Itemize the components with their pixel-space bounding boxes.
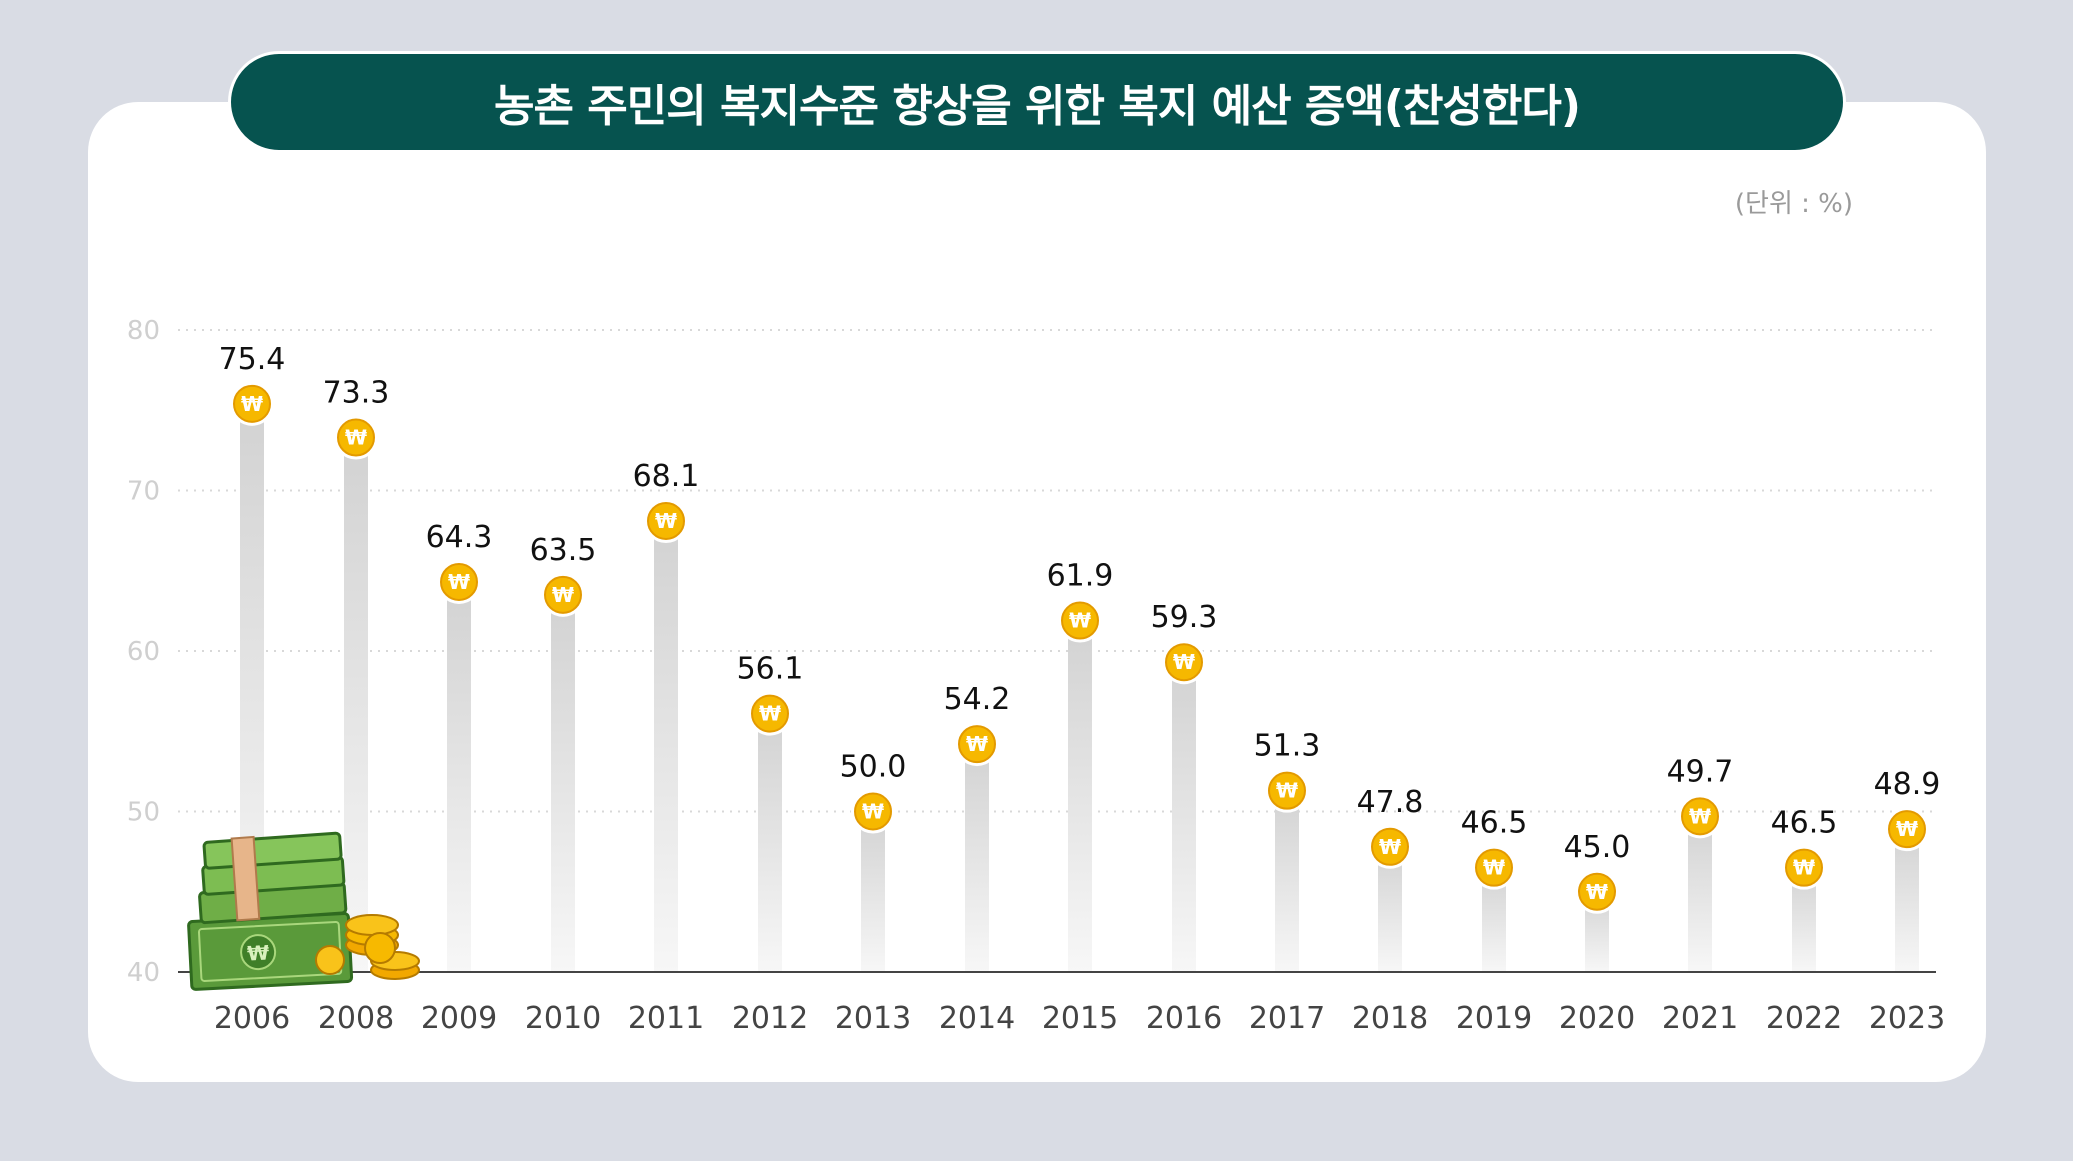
coin-marker	[1578, 872, 1616, 911]
bar	[1068, 620, 1092, 972]
won-icon: ₩	[1069, 609, 1091, 633]
bar	[758, 713, 782, 972]
data-label: 46.5	[1461, 806, 1528, 841]
won-icon: ₩	[552, 583, 574, 607]
x-tick-label: 2011	[628, 1001, 704, 1036]
x-tick-label: 2009	[421, 1001, 497, 1036]
data-label: 54.2	[944, 682, 1011, 717]
bar	[551, 594, 575, 972]
won-icon: ₩	[345, 426, 367, 450]
won-icon: ₩	[759, 702, 781, 726]
won-icon: ₩	[862, 800, 884, 824]
bar	[447, 581, 471, 972]
bar	[965, 744, 989, 972]
coin-marker	[1165, 643, 1203, 682]
x-tick-label: 2021	[1662, 1001, 1738, 1036]
bar	[1688, 816, 1712, 972]
bar	[1172, 662, 1196, 972]
coin-marker	[233, 384, 271, 423]
won-icon: ₩	[1689, 804, 1711, 828]
won-icon: ₩	[241, 392, 263, 416]
y-tick-label: 40	[127, 958, 160, 988]
data-label: 63.5	[530, 533, 597, 568]
coin-marker	[751, 694, 789, 733]
money-stack-icon: ₩	[187, 831, 420, 991]
x-tick-label: 2022	[1766, 1001, 1842, 1036]
x-tick-label: 2019	[1456, 1001, 1532, 1036]
bar	[654, 520, 678, 972]
x-tick-label: 2017	[1249, 1001, 1325, 1036]
won-icon: ₩	[1276, 779, 1298, 803]
x-tick-label: 2008	[318, 1001, 394, 1036]
bar	[1275, 790, 1299, 972]
bar	[861, 811, 885, 972]
x-tick-label: 2013	[835, 1001, 911, 1036]
unit-label: (단위 : %)	[1734, 189, 1853, 219]
coin-marker	[544, 575, 582, 614]
data-label: 59.3	[1151, 600, 1218, 635]
coin-marker	[1475, 848, 1513, 887]
x-tick-label: 2018	[1352, 1001, 1428, 1036]
y-tick-label: 50	[127, 798, 160, 828]
data-label: 46.5	[1771, 806, 1838, 841]
won-icon: ₩	[1379, 835, 1401, 859]
data-label: 48.9	[1874, 767, 1941, 802]
coin-marker	[1061, 601, 1099, 640]
x-tick-label: 2015	[1042, 1001, 1118, 1036]
won-icon: ₩	[1586, 880, 1608, 904]
bar	[1895, 829, 1919, 972]
won-icon: ₩	[966, 732, 988, 756]
coin-marker	[1681, 797, 1719, 836]
x-tick-label: 2010	[525, 1001, 601, 1036]
y-tick-label: 70	[127, 477, 160, 507]
coin-marker	[1371, 827, 1409, 866]
data-label: 64.3	[426, 520, 493, 555]
data-label: 49.7	[1667, 754, 1734, 789]
coin-marker	[647, 501, 685, 540]
y-tick-label: 80	[127, 316, 160, 346]
won-icon: ₩	[1793, 856, 1815, 880]
won-icon: ₩	[655, 509, 677, 533]
data-label: 61.9	[1047, 559, 1114, 594]
data-label: 56.1	[737, 652, 804, 687]
x-tick-label: 2023	[1869, 1001, 1945, 1036]
x-tick-label: 2014	[939, 1001, 1015, 1036]
x-tick-label: 2006	[214, 1001, 290, 1036]
bar	[344, 437, 368, 972]
coin-marker	[1888, 810, 1926, 849]
coin-marker	[854, 792, 892, 831]
coin-marker	[958, 725, 996, 764]
data-label: 50.0	[840, 750, 907, 785]
x-tick-label: 2016	[1146, 1001, 1222, 1036]
coin-marker	[1785, 848, 1823, 887]
data-label: 75.4	[219, 342, 286, 377]
coin-marker	[337, 418, 375, 457]
coin-marker	[440, 562, 478, 601]
data-label: 73.3	[323, 376, 390, 411]
chart-card	[88, 102, 1986, 1082]
x-tick-label: 2012	[732, 1001, 808, 1036]
won-icon: ₩	[448, 570, 470, 594]
data-label: 68.1	[633, 459, 700, 494]
won-icon: ₩	[1173, 650, 1195, 674]
data-label: 47.8	[1357, 785, 1424, 820]
won-icon: ₩	[1896, 817, 1918, 841]
won-icon: ₩	[1483, 856, 1505, 880]
data-label: 51.3	[1254, 729, 1321, 764]
svg-text:₩: ₩	[247, 941, 270, 966]
data-label: 45.0	[1564, 830, 1631, 865]
x-tick-label: 2020	[1559, 1001, 1635, 1036]
coin-marker	[1268, 771, 1306, 810]
chart-title: 농촌 주민의 복지수준 향상을 위한 복지 예산 증액(찬성한다)	[228, 51, 1846, 153]
y-tick-label: 60	[127, 637, 160, 667]
